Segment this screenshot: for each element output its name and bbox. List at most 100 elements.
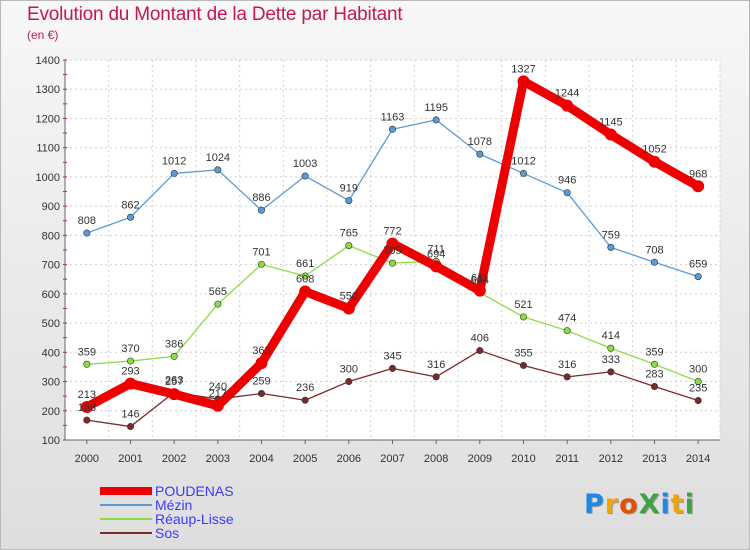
data-label: 300 (340, 364, 358, 376)
data-label: 521 (514, 299, 532, 311)
data-point (127, 357, 135, 365)
data-label: 1012 (511, 155, 535, 167)
data-point (432, 116, 440, 124)
data-point (80, 400, 93, 413)
y-tick-label: 1400 (36, 55, 60, 67)
data-label: 474 (558, 313, 576, 325)
data-point (257, 390, 265, 398)
data-label: 1327 (511, 63, 535, 75)
data-label: 862 (121, 199, 139, 211)
data-label: 1145 (599, 117, 623, 129)
y-tick-label: 500 (42, 318, 60, 330)
legend-swatch (100, 518, 152, 520)
data-label: 550 (340, 290, 358, 302)
data-label: 565 (209, 286, 227, 298)
data-point (170, 169, 178, 177)
y-tick-label: 1100 (36, 143, 60, 155)
data-label: 701 (252, 246, 270, 258)
y-tick-label: 1000 (36, 172, 60, 184)
data-point (83, 360, 91, 368)
data-label: 359 (645, 346, 663, 358)
x-tick-label: 2000 (75, 453, 99, 465)
x-tick-label: 2004 (249, 453, 273, 465)
data-label: 1012 (162, 155, 186, 167)
data-point (388, 125, 396, 133)
proxiti-logo: ProXiti (584, 489, 695, 520)
data-point (607, 243, 615, 251)
data-label: 406 (471, 333, 489, 345)
x-tick-label: 2011 (555, 453, 579, 465)
data-label: 759 (602, 229, 620, 241)
data-point (299, 285, 312, 298)
data-label: 235 (689, 383, 707, 395)
y-tick-label: 700 (42, 260, 60, 272)
y-tick-label: 200 (42, 406, 60, 418)
x-tick-label: 2008 (424, 453, 448, 465)
data-point (257, 260, 265, 268)
data-label: 259 (252, 376, 270, 388)
data-point (432, 373, 440, 381)
data-point (561, 99, 574, 112)
x-tick-label: 2002 (162, 453, 186, 465)
data-point (476, 150, 484, 158)
x-tick-label: 2006 (337, 453, 361, 465)
data-point (301, 272, 309, 280)
data-label: 705 (383, 245, 401, 257)
data-label: 886 (252, 192, 270, 204)
data-label: 236 (296, 382, 314, 394)
data-point (345, 242, 353, 250)
data-label: 386 (165, 338, 183, 350)
legend-swatch (100, 487, 152, 495)
data-label: 168 (78, 402, 96, 414)
x-tick-label: 2009 (468, 453, 492, 465)
data-point (301, 172, 309, 180)
data-point (607, 368, 615, 376)
data-point (168, 388, 181, 401)
data-point (563, 373, 571, 381)
data-label: 1163 (381, 111, 405, 123)
data-point (211, 399, 224, 412)
data-point (124, 377, 137, 390)
x-tick-label: 2012 (599, 453, 623, 465)
y-tick-label: 900 (42, 201, 60, 213)
data-label: 708 (645, 244, 663, 256)
data-label: 772 (383, 226, 401, 238)
data-label: 1244 (555, 88, 579, 100)
legend-swatch (100, 504, 152, 506)
data-point (388, 364, 396, 372)
data-label: 316 (558, 359, 576, 371)
data-label: 1052 (642, 144, 666, 156)
data-point (694, 397, 702, 405)
data-point (430, 260, 443, 273)
x-tick-label: 2010 (511, 453, 535, 465)
data-label: 293 (121, 366, 139, 378)
y-tick-label: 400 (42, 347, 60, 359)
data-label: 808 (78, 215, 96, 227)
data-label: 1195 (424, 102, 448, 114)
data-label: 694 (427, 248, 445, 260)
data-point (214, 166, 222, 174)
data-label: 946 (558, 175, 576, 187)
legend-item: Mézin (100, 497, 300, 513)
data-label: 355 (514, 347, 532, 359)
data-point (519, 313, 527, 321)
data-label: 765 (340, 228, 358, 240)
data-point (342, 302, 355, 315)
data-label: 919 (340, 183, 358, 195)
data-point (563, 189, 571, 197)
data-point (648, 155, 661, 168)
legend-item: POUDENAS (100, 483, 300, 499)
y-tick-label: 800 (42, 230, 60, 242)
data-point (345, 378, 353, 386)
data-label: 146 (121, 409, 139, 421)
data-label: 608 (296, 274, 314, 286)
legend-label: Réaup-Lisse (155, 511, 234, 527)
data-label: 217 (209, 388, 227, 400)
data-point (650, 258, 658, 266)
data-point (604, 128, 617, 141)
data-label: 604 (471, 275, 489, 287)
data-point (301, 396, 309, 404)
legend-label: POUDENAS (155, 483, 234, 499)
data-point (519, 361, 527, 369)
